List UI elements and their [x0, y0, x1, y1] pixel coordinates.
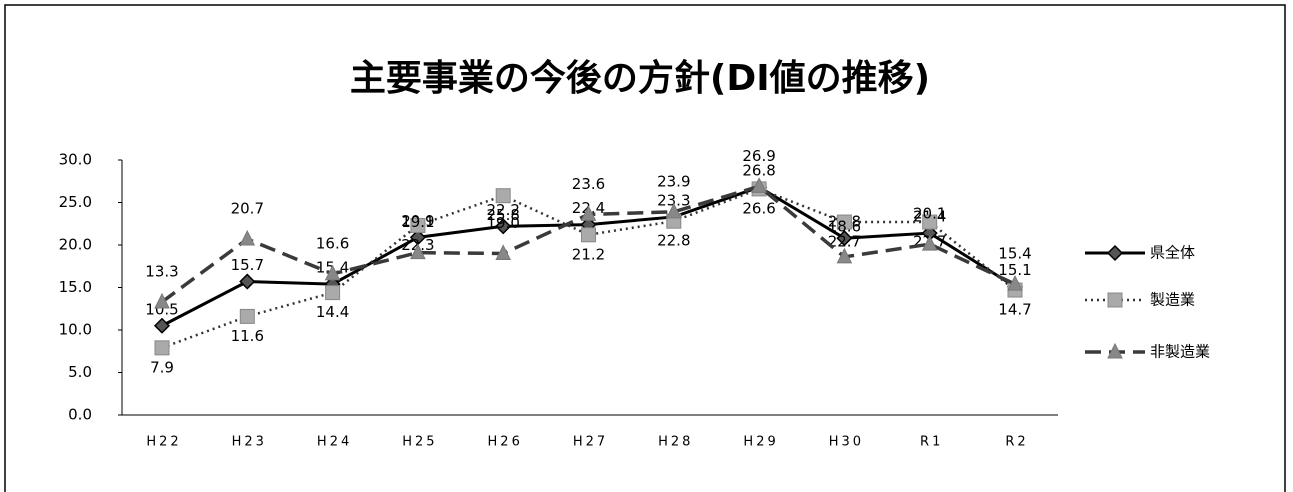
data-label: 14.4 [316, 303, 349, 321]
marker [1007, 274, 1023, 291]
data-label: 19.1 [401, 213, 434, 231]
marker [495, 188, 511, 204]
marker [410, 243, 426, 260]
legend-label: 製造業 [1150, 291, 1195, 309]
data-label: 15.7 [231, 256, 264, 274]
legend-label: 県全体 [1150, 244, 1195, 262]
data-label: 19.0 [486, 214, 519, 232]
marker [751, 177, 767, 193]
x-tick-label: H27 [573, 435, 608, 450]
x-tick-label: H29 [743, 435, 778, 450]
x-tick-label: H25 [402, 435, 437, 450]
data-label: 10.5 [145, 300, 178, 318]
data-label: 14.7 [998, 301, 1031, 319]
marker [495, 244, 512, 260]
data-label: 16.6 [316, 234, 349, 252]
marker [154, 340, 170, 356]
data-label: 18.6 [828, 217, 861, 235]
data-label: 11.6 [231, 327, 264, 345]
x-tick-label: R2 [1005, 435, 1028, 450]
marker [324, 264, 341, 281]
data-label: 26.9 [742, 147, 775, 165]
marker [921, 235, 938, 251]
marker [495, 218, 512, 235]
data-label: 26.8 [742, 162, 775, 180]
y-tick-label: 10.0 [59, 321, 92, 339]
marker [239, 273, 256, 290]
legend-label: 非製造業 [1150, 343, 1210, 361]
marker [665, 202, 682, 219]
x-tick-label: H23 [232, 435, 267, 450]
y-tick-label: 5.0 [68, 363, 92, 381]
marker [154, 292, 170, 309]
data-label: 15.1 [998, 261, 1031, 279]
marker [836, 214, 852, 230]
data-label: 20.7 [231, 200, 264, 218]
x-tick-label: H22 [146, 435, 181, 450]
marker [1107, 292, 1123, 308]
data-label: 23.6 [572, 175, 605, 193]
x-tick-label: H24 [317, 435, 352, 450]
y-tick-label: 30.0 [59, 151, 92, 169]
data-label: 23.9 [657, 172, 690, 190]
marker [836, 230, 853, 247]
data-label: 23.3 [657, 191, 690, 209]
marker [239, 229, 256, 246]
y-tick-label: 15.0 [59, 278, 92, 296]
y-tick-label: 20.0 [59, 236, 92, 254]
data-label: 21.2 [572, 245, 605, 263]
y-tick-label: 25.0 [59, 193, 92, 211]
data-label: 15.4 [998, 245, 1031, 263]
marker [410, 217, 426, 233]
data-label: 22.7 [828, 233, 861, 251]
data-label: 26.6 [742, 199, 775, 217]
data-label: 25.8 [486, 206, 519, 224]
marker [922, 214, 938, 230]
data-label: 22.8 [657, 232, 690, 250]
x-tick-label: H28 [658, 435, 693, 450]
y-tick-label: 0.0 [68, 406, 92, 424]
marker [836, 247, 853, 264]
marker [1107, 342, 1123, 359]
series-line [161, 187, 1016, 350]
marker [239, 308, 255, 324]
data-label: 20.1 [913, 205, 946, 223]
x-tick-label: R1 [920, 435, 943, 450]
marker [325, 285, 341, 301]
data-label: 13.3 [145, 262, 178, 280]
marker [1106, 244, 1124, 262]
x-tick-label: H30 [829, 435, 864, 450]
data-label: 7.9 [150, 358, 174, 376]
marker [153, 317, 171, 334]
marker [581, 227, 596, 243]
frame [4, 4, 1286, 492]
data-label: 22.2 [486, 201, 519, 219]
marker [580, 205, 597, 221]
chart-title: 主要事業の今後の方針(DI値の推移) [350, 58, 930, 99]
x-tick-label: H26 [488, 435, 523, 450]
